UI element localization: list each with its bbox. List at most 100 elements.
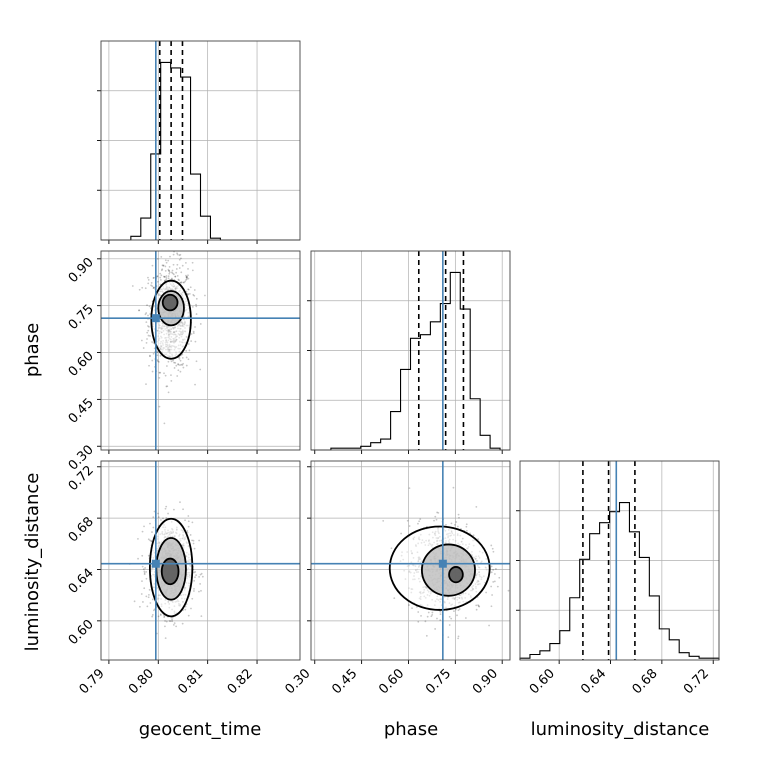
density-contour	[421, 543, 476, 597]
sample-point	[430, 615, 433, 618]
sample-point	[150, 540, 153, 542]
sample-point	[181, 622, 184, 625]
sample-point	[187, 288, 190, 291]
sample-point	[167, 259, 170, 262]
sample-point	[178, 357, 181, 360]
sample-point	[147, 278, 150, 281]
sample-point	[195, 297, 198, 300]
sample-point	[434, 515, 437, 518]
sample-point	[151, 370, 154, 373]
sample-point	[160, 255, 163, 258]
sample-point	[156, 275, 159, 278]
sample-point	[179, 364, 181, 367]
sample-point	[493, 580, 496, 583]
sample-point	[151, 341, 153, 343]
sample-point	[419, 518, 422, 521]
sample-point	[148, 594, 150, 596]
sample-point	[492, 568, 495, 571]
density-fill-level	[162, 294, 178, 311]
sample-point	[184, 608, 187, 611]
sample-point	[191, 597, 194, 600]
sample-point	[507, 589, 510, 592]
sample-point	[164, 269, 167, 272]
sample-point	[174, 361, 177, 364]
sample-point	[408, 525, 411, 527]
sample-point	[191, 269, 194, 272]
sample-point	[142, 568, 145, 571]
sample-point	[133, 600, 136, 603]
sample-point	[165, 620, 168, 623]
sample-point	[179, 359, 182, 362]
sample-point	[478, 605, 481, 608]
sample-point	[198, 539, 201, 542]
sample-point	[200, 615, 203, 618]
sample-point	[455, 608, 457, 611]
sample-point	[149, 602, 152, 604]
sample-point	[140, 339, 143, 342]
sample-point	[437, 511, 440, 514]
sample-point	[199, 368, 202, 371]
sample-point	[187, 274, 189, 277]
sample-point	[393, 597, 396, 600]
sample-point	[199, 323, 202, 325]
sample-point	[145, 570, 148, 573]
sample-point	[152, 609, 155, 612]
density-contour	[448, 566, 464, 584]
ylabel-luminosity-distance: luminosity_distance	[22, 473, 43, 652]
sample-point	[179, 253, 182, 256]
sample-point	[175, 364, 178, 367]
sample-point	[138, 605, 141, 608]
sample-point	[181, 264, 184, 267]
sample-point	[165, 261, 168, 264]
sample-point	[477, 538, 480, 541]
sample-point	[168, 269, 171, 272]
sample-point	[148, 305, 151, 308]
sample-point	[158, 371, 161, 374]
sample-point	[141, 286, 144, 289]
sample-point	[177, 363, 179, 365]
sample-point	[141, 530, 144, 533]
sample-point	[179, 370, 182, 373]
sample-point	[143, 525, 145, 528]
sample-point	[490, 585, 493, 588]
sample-point	[187, 277, 190, 280]
sample-point	[157, 512, 159, 515]
sample-point	[457, 637, 460, 640]
sample-point	[194, 326, 196, 328]
sample-point	[426, 615, 429, 618]
sample-point	[131, 285, 134, 287]
sample-point	[160, 269, 163, 272]
sample-point	[177, 363, 180, 366]
sample-point	[147, 329, 150, 332]
sample-point	[433, 519, 435, 522]
panel-hist-luminosity-distance: 0.60 0.64 0.68 0.72	[516, 460, 720, 697]
sample-point	[160, 519, 162, 521]
sample-point	[182, 366, 185, 369]
sample-point	[173, 622, 176, 625]
sample-point	[169, 620, 172, 623]
sample-point	[157, 615, 160, 618]
sample-point	[165, 505, 168, 508]
sample-point	[417, 620, 420, 623]
panel-density-geocent-time-vs-luminosity-distance: 0.79 0.80 0.81 0.820.600.640.680.72	[66, 460, 301, 697]
sample-point	[166, 385, 169, 388]
sample-point	[167, 275, 170, 278]
sample-point	[156, 257, 159, 260]
sample-point	[164, 374, 167, 377]
sample-point	[192, 332, 195, 335]
sample-point	[165, 275, 168, 277]
sample-point	[173, 361, 175, 364]
sample-point	[188, 293, 191, 295]
sample-point	[472, 534, 475, 537]
sample-point	[447, 636, 450, 639]
sample-point	[161, 264, 164, 267]
density-layer	[382, 486, 510, 640]
sample-point	[167, 360, 170, 363]
sample-point	[163, 422, 166, 425]
sample-point	[172, 263, 175, 266]
sample-point	[166, 365, 168, 367]
truth-marker	[151, 559, 160, 568]
sample-point	[148, 364, 150, 367]
sample-point	[450, 617, 453, 620]
sample-point	[195, 313, 198, 315]
